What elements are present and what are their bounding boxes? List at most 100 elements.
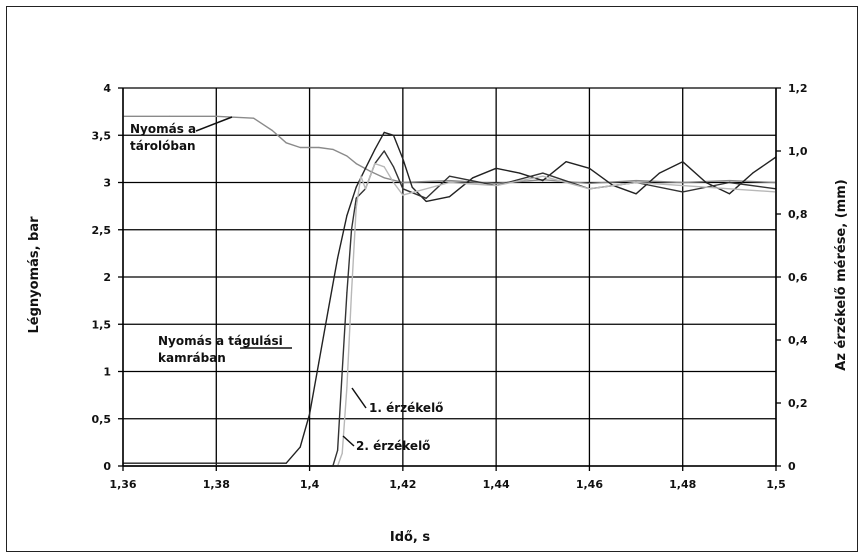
data-point bbox=[383, 150, 385, 152]
y-right-tick-label: 1,2 bbox=[788, 82, 808, 95]
data-point bbox=[299, 146, 301, 149]
y-right-tick-label: 0,2 bbox=[788, 397, 808, 410]
data-point bbox=[285, 142, 287, 144]
data-point bbox=[374, 163, 376, 165]
data-point bbox=[682, 161, 684, 163]
x-tick-label: 1,36 bbox=[109, 478, 136, 491]
data-point bbox=[374, 148, 376, 150]
series-line-4 bbox=[123, 162, 777, 467]
x-tick-label: 1,42 bbox=[389, 478, 416, 491]
x-tick-label: 1,44 bbox=[483, 478, 510, 491]
data-point bbox=[411, 186, 413, 188]
data-point bbox=[169, 115, 171, 117]
data-point bbox=[682, 185, 684, 187]
data-point bbox=[383, 166, 385, 168]
svg-text:2. érzékelő: 2. érzékelő bbox=[356, 439, 430, 453]
data-point bbox=[588, 182, 591, 184]
data-point bbox=[518, 172, 521, 174]
data-point bbox=[752, 172, 754, 174]
data-point bbox=[364, 167, 367, 169]
y-left-tick-label: 4 bbox=[103, 82, 111, 95]
data-point bbox=[383, 177, 385, 179]
data-point bbox=[346, 215, 348, 217]
data-point bbox=[495, 167, 497, 169]
annotation-sensor-1: 1. érzékelő bbox=[351, 387, 443, 415]
series-line-1 bbox=[123, 115, 777, 185]
data-point bbox=[355, 197, 357, 199]
data-point bbox=[327, 309, 329, 311]
grid-lines bbox=[122, 87, 777, 467]
data-point bbox=[253, 117, 255, 119]
chart-frame bbox=[6, 6, 858, 552]
y-left-tick-label: 2 bbox=[103, 271, 111, 284]
data-point bbox=[318, 361, 320, 363]
data-point bbox=[728, 188, 731, 190]
y-left-tick-label: 1,5 bbox=[92, 318, 112, 331]
data-point bbox=[448, 175, 451, 177]
data-point bbox=[542, 175, 544, 177]
y-left-tick-label: 2,5 bbox=[92, 224, 112, 237]
svg-text:kamrában: kamrában bbox=[158, 351, 226, 365]
svg-text:tárolóban: tárolóban bbox=[130, 139, 196, 153]
data-point bbox=[341, 370, 343, 373]
data-point bbox=[728, 180, 731, 182]
x-tick-label: 1,38 bbox=[203, 478, 230, 491]
data-point bbox=[346, 155, 348, 157]
data-point bbox=[402, 158, 404, 160]
data-point bbox=[285, 462, 287, 464]
data-point bbox=[682, 181, 684, 184]
data-point bbox=[350, 229, 353, 231]
data-point bbox=[565, 161, 567, 163]
data-point bbox=[346, 292, 348, 294]
data-point bbox=[355, 186, 357, 188]
data-point bbox=[360, 175, 362, 177]
data-point bbox=[495, 185, 497, 187]
data-point bbox=[392, 166, 395, 168]
data-point bbox=[588, 188, 591, 190]
y-right-tick-label: 1,0 bbox=[788, 145, 808, 158]
y-left-tick-label: 3,5 bbox=[92, 129, 112, 142]
data-point bbox=[341, 452, 343, 454]
data-point bbox=[392, 134, 395, 136]
data-point bbox=[588, 167, 591, 169]
y-axis-right-title: Az érzékelő mérése, (mm) bbox=[834, 179, 849, 370]
data-point bbox=[392, 181, 395, 184]
data-point bbox=[402, 194, 404, 196]
data-point bbox=[542, 180, 544, 182]
data-point bbox=[402, 181, 404, 184]
data-point bbox=[364, 188, 367, 190]
data-point bbox=[271, 129, 273, 132]
x-tick-label: 1,46 bbox=[576, 478, 603, 491]
data-point bbox=[425, 197, 427, 199]
x-tick-label: 1,5 bbox=[766, 478, 786, 491]
y-axis-left-title: Légnyomás, bar bbox=[27, 216, 42, 334]
y-left-tick-label: 3 bbox=[103, 177, 111, 190]
y-right-tick-label: 0,4 bbox=[788, 334, 808, 347]
data-point bbox=[299, 446, 301, 448]
data-point bbox=[332, 148, 334, 150]
svg-text:1. érzékelő: 1. érzékelő bbox=[369, 401, 443, 415]
data-point bbox=[448, 181, 451, 184]
annotation-storage-pressure: Nyomás a tárolóban bbox=[130, 116, 233, 153]
data-point bbox=[472, 177, 474, 179]
data-point bbox=[635, 180, 637, 182]
tick-labels: 0 0,5 1 1,5 2 2,5 3 3,5 4 1,36 1,38 1,4 1,42 1,44 1,46… bbox=[92, 82, 808, 491]
y-left-tick-label: 0,5 bbox=[92, 413, 112, 426]
data-point bbox=[728, 193, 731, 195]
y-right-tick-label: 0,6 bbox=[788, 271, 808, 284]
annotation-chamber-pressure: Nyomás a tágulási kamrában bbox=[158, 334, 292, 365]
data-point bbox=[309, 413, 311, 415]
data-point bbox=[337, 257, 339, 259]
y-right-tick-label: 0 bbox=[788, 460, 796, 473]
annotation-sensor-2: 2. érzékelő bbox=[342, 435, 430, 453]
data-point bbox=[635, 193, 637, 195]
annotation-leader bbox=[342, 435, 355, 447]
annotation-leader bbox=[195, 116, 233, 132]
data-point bbox=[705, 181, 707, 184]
data-point bbox=[355, 207, 357, 209]
data-point bbox=[425, 200, 427, 202]
data-point bbox=[346, 386, 348, 388]
data-point bbox=[495, 182, 497, 184]
data-point bbox=[355, 163, 357, 165]
